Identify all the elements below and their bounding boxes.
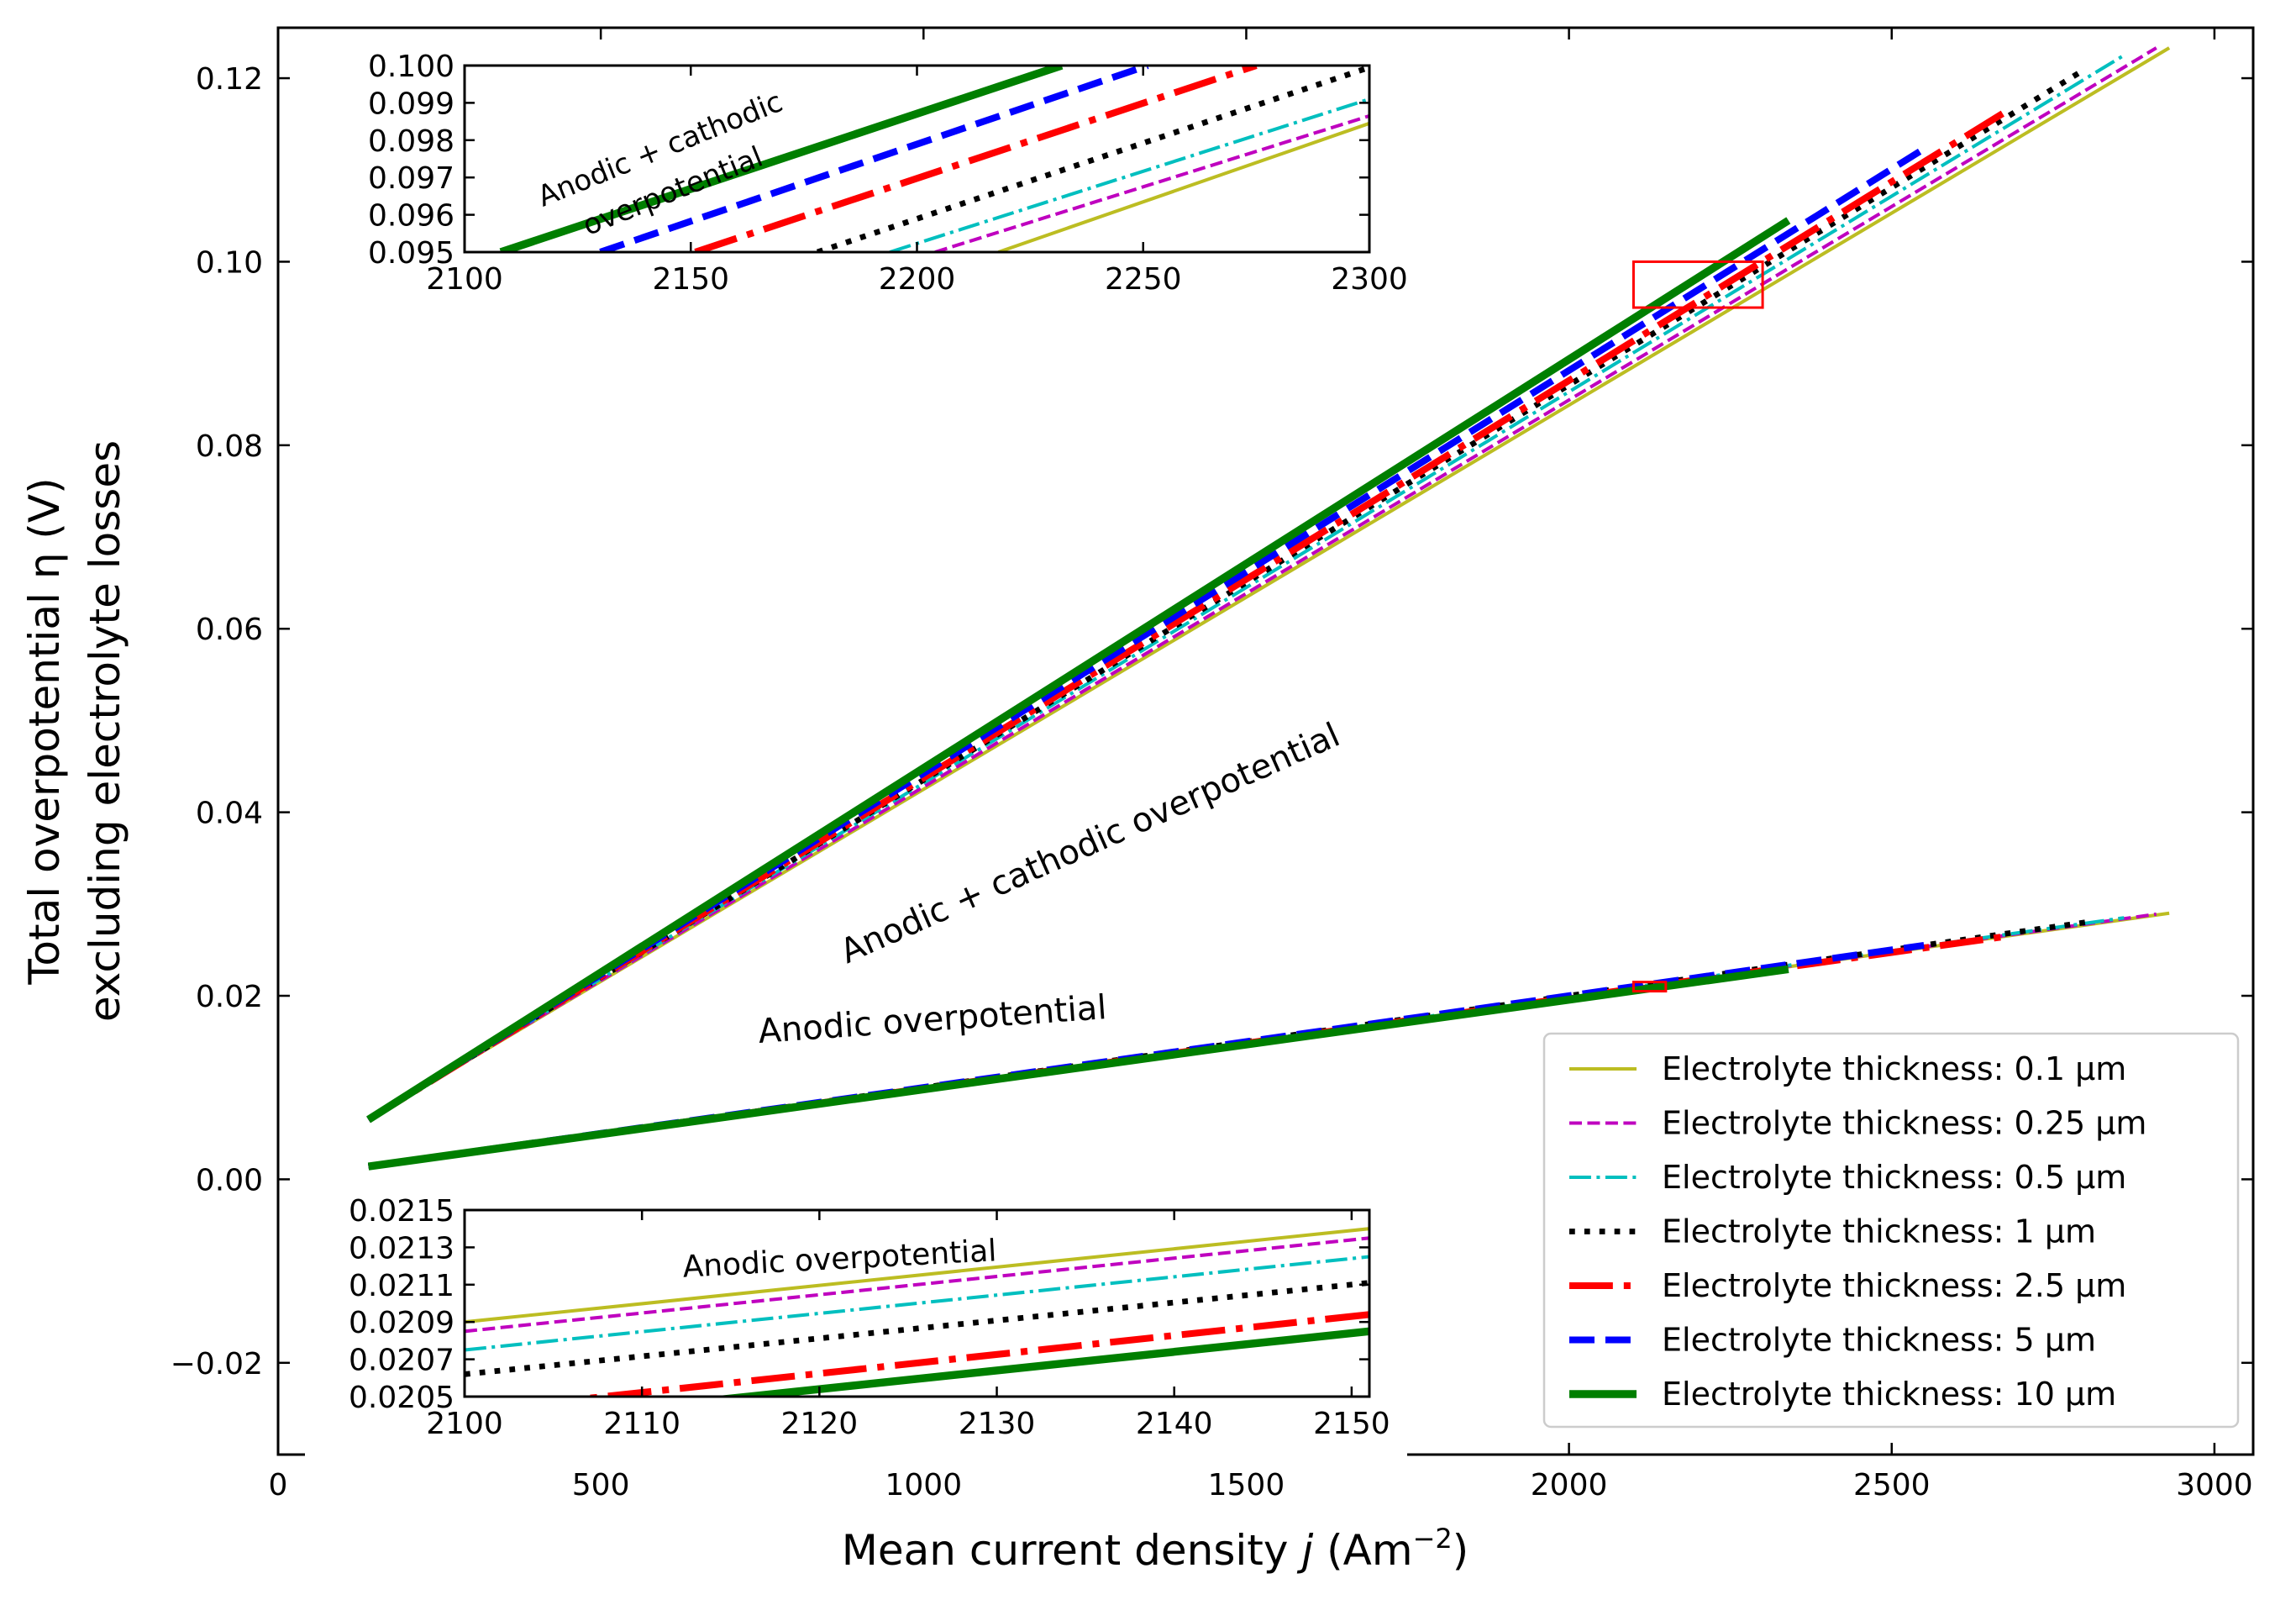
inset-top-line-6 (499, 66, 1064, 252)
inset-bottom-y-tick-label-3: 0.0211 (349, 1269, 454, 1303)
y-tick-label-1: 0.00 (196, 1163, 263, 1197)
inset-bottom-x-tick-label-5: 2150 (1313, 1407, 1390, 1441)
x-axis-label: Mean current density j (Am−2) (842, 1523, 1469, 1575)
inset-top-x-tick-label-4: 2300 (1331, 262, 1408, 297)
inset-bottom-x-tick-label-3: 2130 (959, 1407, 1036, 1441)
x-tick-label-0: 0 (269, 1468, 288, 1502)
inset-bottom-line-3 (465, 1280, 1369, 1377)
y-axis-label-line1: Total overpotential η (V) (20, 477, 69, 985)
series-2-total-line (367, 54, 2125, 1122)
inset-bottom-line-0 (465, 1227, 1369, 1324)
x-tick-label-4: 2000 (1531, 1468, 1608, 1502)
inset-top-y-tick-label-0: 0.095 (368, 236, 454, 271)
inset-top-line-0 (997, 121, 1369, 252)
inset-top: 2100 2150 2200 2250 2300 0.0950.0960.0970.098… (326, 50, 1408, 315)
inset-bottom-y-tick-label-4: 0.0213 (349, 1231, 454, 1266)
inset-top-x-tick-label-3: 2250 (1105, 262, 1182, 297)
inset-bottom-x-tick-label-1: 2110 (603, 1407, 680, 1441)
inset-top-line-5 (599, 66, 1149, 252)
y-tick-label-4: 0.06 (196, 613, 263, 647)
x-axis-label-exponent: −2 (1413, 1523, 1453, 1555)
inset-top-x-tick-label-0: 2100 (426, 262, 503, 297)
x-axis-label-unit-close: ) (1453, 1526, 1469, 1575)
inset-top-y-tick-label-2: 0.097 (368, 161, 454, 196)
inset-bottom-y-tick-label-5: 0.0215 (349, 1194, 454, 1229)
inset-bottom-x-tick-label-4: 2140 (1136, 1407, 1213, 1441)
inset-top-x-tick-label-1: 2150 (652, 262, 729, 297)
inset-bottom-x-tick-label-2: 2120 (781, 1407, 859, 1441)
inset-top-y-tick-label-4: 0.099 (368, 87, 454, 121)
inset-top-background (326, 55, 1407, 315)
legend-box (1542, 1032, 2240, 1429)
legend-label-6: Electrolyte thickness: 10 μm (1662, 1376, 2116, 1413)
inset-bottom-y-tick-label-1: 0.0207 (349, 1344, 454, 1378)
inset-top-line-1 (934, 114, 1369, 252)
inset-top-line-3 (816, 66, 1369, 252)
inset-bottom-lines (465, 1227, 1369, 1397)
y-tick-label-5: 0.08 (196, 429, 263, 464)
legend: Electrolyte thickness: 0.1 μm Electrolyte… (1542, 1032, 2240, 1429)
legend-label-3: Electrolyte thickness: 1 μm (1662, 1213, 2096, 1250)
y-axis-label-line2: excluding electrolyte losses (81, 440, 129, 1022)
legend-label-2: Electrolyte thickness: 0.5 μm (1662, 1159, 2126, 1196)
y-tick-label-6: 0.10 (196, 245, 263, 280)
y-tick-label-0: −0.02 (171, 1347, 263, 1381)
inset-bottom-frame (463, 1208, 1371, 1398)
legend-label-1: Electrolyte thickness: 0.25 μm (1662, 1105, 2146, 1142)
inset-top-lines (499, 66, 1369, 252)
y-tick-label-3: 0.04 (196, 797, 263, 831)
inset-top-y-tick-label-3: 0.098 (368, 124, 454, 159)
x-tick-label-3: 1500 (1208, 1468, 1285, 1502)
inset-top-x-tick-label-2: 2200 (879, 262, 956, 297)
series-6-total-line (366, 217, 1791, 1124)
inset-top-y-tick-label-5: 0.100 (368, 50, 454, 84)
y-tick-label-2: 0.02 (196, 980, 263, 1014)
inset-bottom-x-tick-label-0: 2100 (426, 1407, 503, 1441)
inset-top-line-4 (694, 66, 1258, 252)
series-6-anodic-line (367, 965, 1789, 1171)
legend-label-4: Electrolyte thickness: 2.5 μm (1662, 1267, 2126, 1304)
inset-bottom-y-tick-label-0: 0.0205 (349, 1381, 454, 1415)
x-tick-label-6: 3000 (2176, 1468, 2253, 1502)
x-axis-label-text: Mean current density (842, 1526, 1302, 1575)
inset-bottom-line-5 (710, 1327, 1369, 1397)
x-tick-label-5: 2500 (1853, 1468, 1931, 1502)
main-axis-ticks: 0 500 1000 1500 2000 2500 3000 −0.02 0.00 0.02 0.0… (171, 28, 2253, 1502)
inset-bottom-y-tick-label-2: 0.0209 (349, 1306, 454, 1340)
zoom-box-0 (1631, 260, 1764, 309)
legend-label-0: Electrolyte thickness: 0.1 μm (1662, 1050, 2126, 1087)
series-4-total-line (366, 107, 2010, 1123)
x-tick-label-1: 500 (572, 1468, 630, 1502)
legend-label-5: Electrolyte thickness: 5 μm (1662, 1322, 2096, 1359)
x-axis-label-unit: (Am (1313, 1526, 1412, 1575)
inset-top-y-tick-label-1: 0.096 (368, 199, 454, 234)
inset-bottom-line-2 (465, 1255, 1369, 1352)
inset-top-line-2 (889, 97, 1369, 252)
inset-bottom-line-1 (465, 1236, 1369, 1334)
y-tick-label-7: 0.12 (196, 62, 263, 97)
series-1-total-line (367, 46, 2157, 1122)
zoom-box-1 (1631, 981, 1668, 993)
x-tick-label-2: 1000 (885, 1468, 962, 1502)
